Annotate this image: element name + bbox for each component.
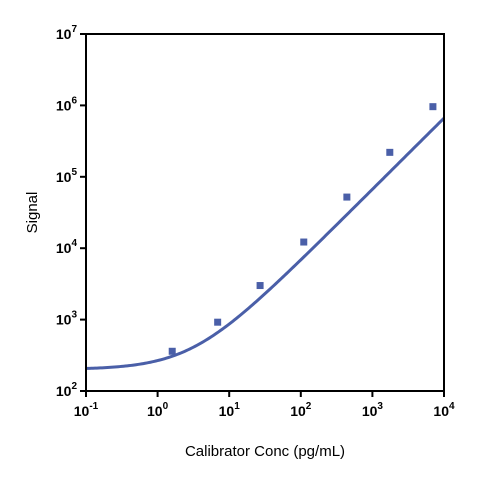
data-point (343, 193, 351, 201)
y-tick-label: 107 (56, 24, 78, 42)
y-tick-label: 105 (56, 167, 78, 185)
x-tick-label: 102 (290, 401, 312, 419)
x-axis: 10-1 100 101 102 103 104 (74, 391, 455, 419)
y-axis: 102 103 104 105 106 107 (56, 24, 86, 399)
y-tick-label: 102 (56, 381, 78, 399)
data-point (429, 103, 437, 111)
x-tick-label: 103 (362, 401, 384, 419)
y-axis-title: Signal (24, 192, 41, 234)
data-point (386, 148, 394, 156)
data-point (300, 238, 308, 246)
data-point (256, 282, 264, 290)
y-tick-label: 104 (56, 238, 78, 256)
y-tick-label: 103 (56, 310, 78, 328)
data-point (168, 347, 176, 355)
x-axis-title: Calibrator Conc (pg/mL) (185, 443, 345, 460)
data-point (214, 318, 222, 326)
x-tick-label: 100 (147, 401, 169, 419)
x-tick-label: 104 (433, 401, 455, 419)
plot-frame (85, 33, 445, 392)
plot-area (85, 103, 446, 370)
fit-curve (85, 117, 446, 370)
y-tick-label: 106 (56, 95, 78, 113)
x-tick-label: 101 (219, 401, 241, 419)
x-tick-label: 10-1 (74, 401, 99, 419)
